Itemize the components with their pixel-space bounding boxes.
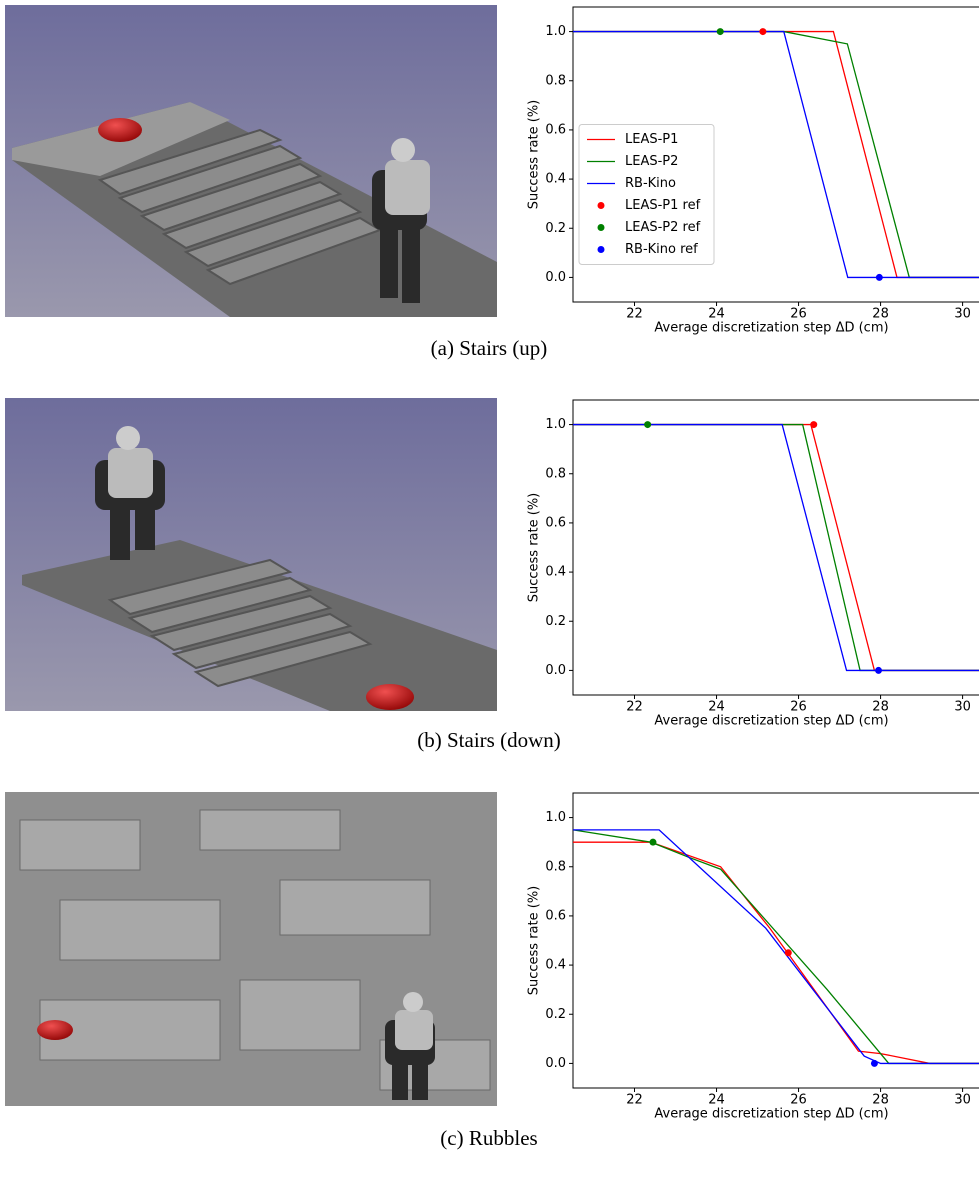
legend-label: RB-Kino — [625, 176, 676, 191]
x-tick-label: 24 — [708, 307, 725, 322]
plot-area — [573, 28, 979, 281]
x-tick-label: 22 — [626, 307, 643, 322]
render-stairs-up — [5, 5, 497, 317]
y-tick-label: 1.0 — [545, 24, 566, 39]
x-tick-label: 28 — [872, 307, 889, 322]
x-tick-label: 28 — [872, 700, 889, 715]
axes-frame — [572, 6, 979, 303]
ref-point — [759, 28, 767, 36]
x-axis-label: Average discretization step ΔD (cm) — [654, 1107, 888, 1122]
legend-swatch — [597, 224, 605, 231]
series-line — [573, 829, 979, 1065]
x-tick-label: 30 — [954, 700, 971, 715]
y-axis-label: Success rate (%) — [527, 100, 542, 210]
legend-label: LEAS-P1 — [625, 132, 678, 147]
chart: 22 24 26 28 30 0.0 0.2 0.4 0.6 0.8 1.0 Average disc… — [440, 792, 979, 1150]
y-tick-label: 0.4 — [545, 958, 566, 973]
series-line — [573, 423, 979, 672]
chart: 22 24 26 28 30 0.0 0.2 0.4 0.6 0.8 1.0 Average disc… — [431, 6, 979, 360]
y-tick-label: 0.2 — [545, 614, 566, 629]
y-tick-label: 0.8 — [545, 73, 566, 88]
ref-point — [875, 666, 883, 674]
ref-point — [870, 1059, 878, 1067]
series-line — [573, 423, 979, 672]
legend-label: RB-Kino ref — [625, 242, 698, 257]
x-tick-label: 30 — [954, 1093, 971, 1108]
series-line — [573, 829, 979, 1065]
series-line — [573, 30, 979, 279]
legend-swatch — [597, 202, 605, 209]
y-tick-label: 0.4 — [545, 565, 566, 580]
x-tick-label: 22 — [626, 1093, 643, 1108]
ref-point — [810, 421, 818, 429]
y-tick-label: 0.8 — [545, 466, 566, 481]
axes-frame — [572, 792, 979, 1089]
x-tick-label: 26 — [790, 1093, 807, 1108]
x-axis-label: Average discretization step ΔD (cm) — [654, 714, 888, 729]
y-tick-label: 0.4 — [545, 172, 566, 187]
caption: (c) Rubbles — [440, 1126, 537, 1150]
y-axis-label: Success rate (%) — [527, 886, 542, 996]
series-line — [573, 423, 979, 672]
legend-label: LEAS-P2 — [625, 154, 678, 169]
x-tick-label: 26 — [790, 700, 807, 715]
y-tick-label: 0.6 — [545, 122, 566, 137]
ref-point — [649, 838, 657, 846]
render-stairs-down — [5, 398, 497, 711]
x-tick-label: 26 — [790, 307, 807, 322]
series-line — [573, 841, 979, 1065]
y-tick-label: 0.8 — [545, 859, 566, 874]
plot-area — [573, 421, 979, 674]
ref-point — [875, 273, 883, 281]
x-tick-label: 28 — [872, 1093, 889, 1108]
y-tick-label: 0.0 — [545, 270, 566, 285]
caption: (b) Stairs (down) — [417, 728, 560, 752]
x-tick-label: 30 — [954, 307, 971, 322]
legend-label: LEAS-P2 ref — [625, 220, 701, 235]
render-rubbles — [5, 792, 497, 1106]
ref-point — [716, 28, 724, 36]
x-tick-label: 22 — [626, 700, 643, 715]
ref-point — [644, 421, 652, 429]
x-tick-label: 24 — [708, 700, 725, 715]
legend-label: LEAS-P1 ref — [625, 198, 701, 213]
y-tick-label: 0.0 — [545, 663, 566, 678]
legend-box — [578, 124, 715, 265]
y-tick-label: 1.0 — [545, 417, 566, 432]
y-tick-label: 0.6 — [545, 515, 566, 530]
y-axis-label: Success rate (%) — [527, 493, 542, 603]
chart: 22 24 26 28 30 0.0 0.2 0.4 0.6 0.8 1.0 Average disc… — [417, 399, 979, 752]
plot-area — [573, 829, 979, 1067]
y-tick-label: 0.6 — [545, 908, 566, 923]
axes-frame — [572, 399, 979, 696]
x-axis-label: Average discretization step ΔD (cm) — [654, 321, 888, 336]
y-tick-label: 1.0 — [545, 810, 566, 825]
x-tick-label: 24 — [708, 1093, 725, 1108]
y-tick-label: 0.2 — [545, 221, 566, 236]
y-tick-label: 0.0 — [545, 1056, 566, 1071]
caption: (a) Stairs (up) — [431, 336, 548, 360]
legend-swatch — [597, 246, 605, 253]
y-tick-label: 0.2 — [545, 1007, 566, 1022]
ref-point — [784, 949, 792, 957]
